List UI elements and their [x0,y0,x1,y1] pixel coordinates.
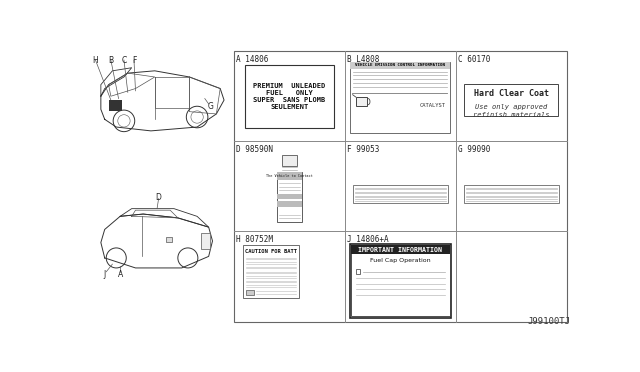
Bar [201,233,210,249]
Bar [277,193,302,199]
Bar [166,237,172,242]
Bar [109,100,122,111]
Bar [349,62,450,68]
Text: J99100TJ: J99100TJ [527,317,570,326]
Text: J 14806+A: J 14806+A [348,235,389,244]
Text: G: G [207,102,213,111]
Bar [277,172,302,222]
Bar [234,51,566,322]
Bar [351,246,450,254]
Text: VEHICLE EMISSION CONTROL INFORMATION: VEHICLE EMISSION CONTROL INFORMATION [355,64,445,67]
Text: F 99053: F 99053 [348,145,380,154]
Text: J: J [104,270,106,279]
Bar [245,65,334,128]
Text: CAUTION FOR BATT: CAUTION FOR BATT [245,249,297,254]
Text: Hard Clear Coat: Hard Clear Coat [474,89,548,98]
Text: FUEL   ONLY: FUEL ONLY [266,90,313,96]
Text: A: A [118,270,123,279]
Bar [277,172,302,180]
Text: refinish materials: refinish materials [473,112,550,118]
Text: SUPER  SANS PLOMB: SUPER SANS PLOMB [253,97,326,103]
Text: G 99090: G 99090 [458,145,490,154]
Text: CATALYST: CATALYST [420,103,446,109]
Bar [356,97,367,106]
Text: A 14806: A 14806 [236,55,269,64]
Text: PREMIUM  UNLEADED: PREMIUM UNLEADED [253,83,326,89]
Text: C 60170: C 60170 [458,55,490,64]
Text: The Vehicle to Contact: The Vehicle to Contact [266,174,313,178]
Text: D: D [156,193,161,202]
Text: F: F [132,55,136,64]
Bar [356,269,360,274]
Text: B L4808: B L4808 [348,55,380,64]
Bar [464,84,558,116]
Bar [243,246,299,298]
Text: Use only approved: Use only approved [475,105,547,110]
Bar [282,155,297,166]
Text: C: C [122,55,127,64]
Text: SEULEMENT: SEULEMENT [270,104,308,110]
Text: D 98590N: D 98590N [236,145,273,154]
Text: H: H [93,55,99,64]
Bar [349,244,451,318]
Text: IMPORTANT INFORMATION: IMPORTANT INFORMATION [358,247,442,253]
Text: H 80752M: H 80752M [236,235,273,244]
Bar [351,246,450,317]
Text: Fuel Cap Operation: Fuel Cap Operation [370,259,431,263]
Bar [353,185,448,203]
Bar [349,62,450,134]
Bar [463,185,559,203]
Bar [246,290,254,295]
Bar [277,201,302,206]
Text: B: B [108,55,113,64]
